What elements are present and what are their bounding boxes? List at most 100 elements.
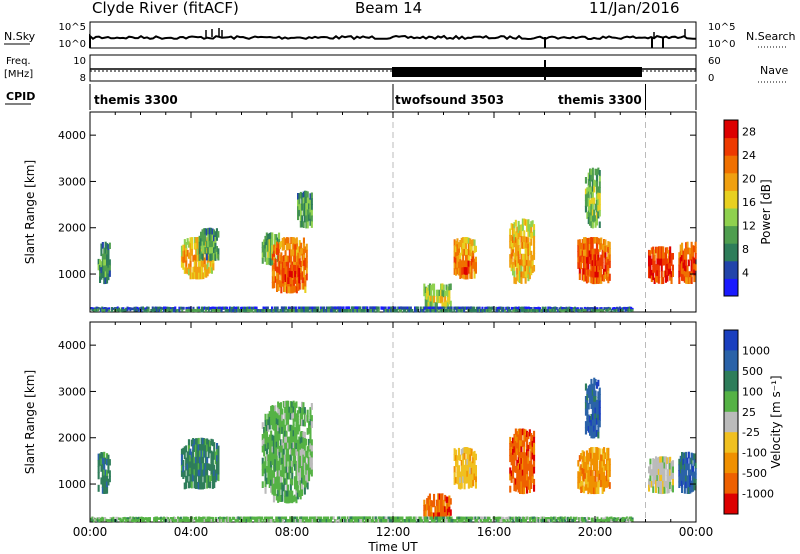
data-cell — [182, 472, 185, 479]
data-cell — [598, 244, 601, 252]
data-cell — [270, 479, 273, 487]
data-cell — [372, 306, 375, 310]
data-cell — [425, 516, 428, 520]
data-cell — [196, 237, 199, 244]
data-cell — [662, 462, 665, 470]
data-cell — [449, 309, 452, 313]
data-cell — [271, 245, 274, 253]
data-cell — [691, 453, 694, 461]
data-cell — [605, 262, 608, 270]
data-cell — [302, 283, 305, 290]
data-cell — [301, 519, 304, 523]
data-cell — [594, 379, 597, 386]
data-cell — [574, 519, 577, 522]
data-cell — [205, 264, 208, 272]
data-cell — [300, 309, 303, 313]
data-cell — [264, 413, 267, 421]
data-cell — [603, 274, 606, 282]
data-cell — [388, 519, 391, 523]
data-cell — [471, 516, 474, 520]
data-cell — [594, 475, 597, 483]
data-cell — [108, 264, 111, 272]
data-cell — [140, 516, 143, 520]
data-cell — [272, 453, 275, 461]
data-cell — [670, 472, 673, 480]
data-cell — [512, 230, 515, 238]
data-cell — [590, 254, 593, 261]
data-cell — [587, 385, 590, 393]
data-cell — [269, 238, 272, 247]
data-cell — [390, 516, 393, 520]
data-cell — [437, 296, 440, 304]
data-cell — [306, 309, 309, 313]
cpid-segment-label: twofsound 3503 — [395, 93, 504, 107]
data-cell — [288, 412, 291, 420]
data-cell — [284, 490, 287, 497]
data-cell — [597, 391, 600, 398]
data-cell — [597, 186, 600, 194]
colorbar-tick-label: -1000 — [742, 488, 774, 501]
data-cell — [598, 448, 601, 456]
data-cell — [199, 516, 202, 520]
data-cell — [154, 516, 157, 520]
data-cell — [398, 309, 401, 313]
data-cell — [292, 400, 295, 408]
data-cell — [526, 306, 529, 310]
data-cell — [523, 428, 526, 436]
data-cell — [318, 516, 321, 520]
data-cell — [530, 227, 533, 234]
data-cell — [516, 477, 519, 484]
data-cell — [298, 258, 301, 266]
data-cell — [594, 401, 597, 409]
data-cell — [659, 456, 662, 464]
data-cell — [162, 516, 165, 520]
data-cell — [374, 519, 377, 523]
data-cell — [685, 463, 688, 471]
data-cell — [192, 468, 195, 476]
data-cell — [572, 309, 575, 312]
data-cell — [277, 448, 280, 456]
data-cell — [210, 247, 213, 255]
data-cell — [531, 260, 534, 268]
data-cell — [291, 437, 294, 444]
data-cell — [473, 271, 476, 279]
data-cell — [466, 447, 469, 454]
data-cell — [401, 516, 404, 520]
data-cell — [213, 453, 216, 460]
data-cell — [599, 307, 602, 310]
data-cell — [516, 250, 519, 258]
data-cell — [463, 464, 466, 472]
data-cell — [606, 516, 609, 520]
data-cell — [190, 463, 193, 471]
data-cell — [514, 260, 517, 267]
data-cell — [104, 517, 107, 520]
data-cell — [281, 255, 284, 263]
data-cell — [508, 309, 511, 312]
data-cell — [527, 219, 530, 227]
data-cell — [309, 212, 312, 220]
data-cell — [370, 519, 373, 523]
data-cell — [299, 306, 302, 310]
data-cell — [537, 519, 540, 522]
data-cell — [395, 309, 398, 313]
data-cell — [597, 487, 600, 494]
data-cell — [182, 447, 185, 455]
data-cell — [192, 306, 195, 310]
data-cell — [470, 252, 473, 260]
data-cell — [432, 519, 435, 523]
data-cell — [460, 482, 463, 489]
data-cell — [631, 307, 634, 310]
data-cell — [659, 462, 662, 470]
data-cell — [524, 458, 527, 465]
data-cell — [301, 259, 304, 267]
data-cell — [137, 516, 140, 520]
data-cell — [387, 519, 390, 523]
data-cell — [670, 277, 673, 284]
data-cell — [659, 258, 662, 266]
data-cell — [512, 460, 515, 468]
data-cell — [301, 436, 304, 444]
data-cell — [453, 309, 456, 313]
data-cell — [204, 445, 207, 452]
data-cell — [366, 306, 369, 310]
data-cell — [292, 270, 295, 278]
